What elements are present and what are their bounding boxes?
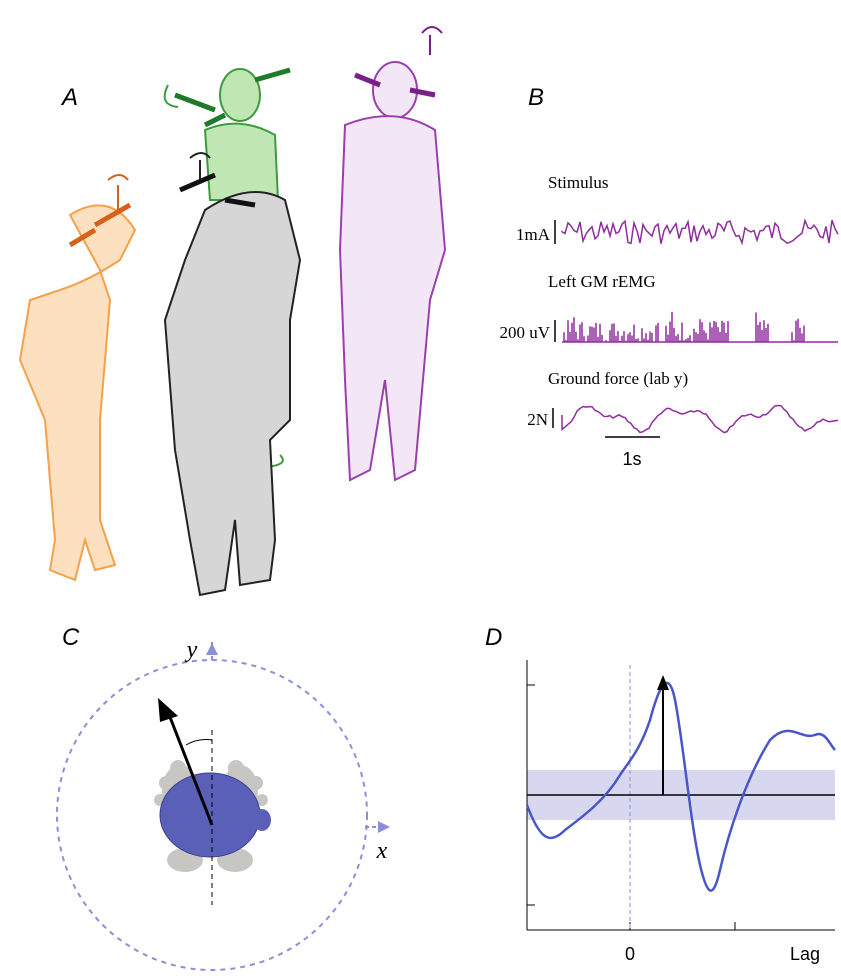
x-label: Lag (790, 944, 820, 964)
trace-title: Stimulus (548, 173, 608, 192)
scale-label: 200 uV (499, 323, 550, 342)
arrowhead (158, 698, 178, 722)
trace-title: Ground force (lab y) (548, 369, 688, 388)
traces (562, 220, 838, 432)
scale-label: 2N (527, 410, 548, 429)
panel-label: C (62, 624, 80, 651)
scale-label: 1mA (516, 225, 551, 244)
panel-label: B (528, 84, 544, 111)
axis-label: y (185, 637, 198, 663)
ear (253, 809, 271, 831)
angle-arc (186, 740, 212, 745)
trace-title: Left GM rEMG (548, 272, 656, 291)
emg-trace (562, 312, 838, 342)
arrowhead (378, 821, 390, 833)
x-label: 0 (625, 944, 635, 964)
head (160, 773, 260, 857)
figure-orange (20, 175, 135, 580)
axis-label: x (376, 838, 388, 864)
panel-label: D (485, 624, 502, 651)
figure-purple (340, 27, 445, 480)
panel-label: A (60, 84, 78, 111)
figure: A B Stimulus 1mA Left GM rEMG 200 uV Gro… (0, 0, 841, 976)
force-trace (562, 406, 838, 433)
arrowhead (206, 643, 218, 655)
time-label: 1s (622, 449, 641, 469)
figure-grey (165, 153, 300, 595)
stimulus-trace (562, 220, 838, 244)
